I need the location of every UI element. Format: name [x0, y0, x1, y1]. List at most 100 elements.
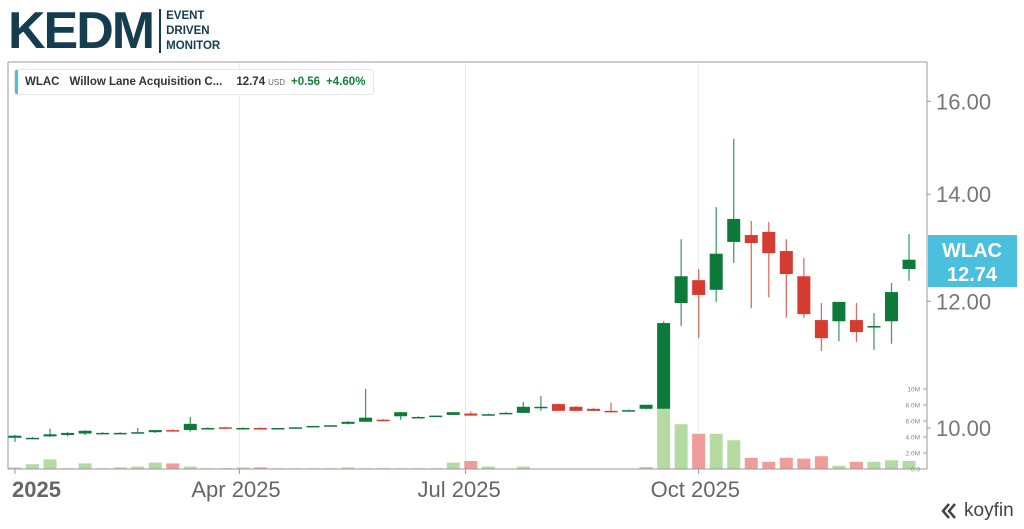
candle-body — [604, 410, 618, 413]
candle-body — [26, 437, 40, 440]
volume-bar — [131, 466, 145, 469]
last-price-tag-value: 12.74 — [947, 264, 998, 286]
volume-bar — [674, 424, 688, 469]
candle-body — [849, 320, 863, 333]
logo-tagline: EVENT DRIVEN MONITOR — [166, 9, 220, 54]
y-tick-label: 16.00 — [936, 89, 991, 114]
volume-tick-label: 0.0 — [911, 467, 920, 474]
volume-bar — [885, 460, 898, 469]
volume-bar — [8, 467, 22, 469]
candle-body — [306, 425, 320, 428]
candle-body — [148, 430, 162, 433]
candle-body — [779, 251, 793, 275]
candle-body — [429, 415, 443, 418]
logo-wordmark: KEDM — [8, 2, 155, 60]
candle-body — [797, 276, 811, 315]
legend-change: +0.56 — [290, 76, 321, 88]
legend-currency: USD — [268, 77, 285, 87]
volume-tick-label: 6.0M — [906, 419, 920, 426]
y-tick-label: 10.00 — [936, 416, 991, 441]
candle-body — [744, 235, 758, 243]
candle-body — [271, 428, 285, 430]
candle-body — [446, 412, 460, 415]
volume-tick-label: 4.0M — [906, 435, 920, 442]
candle-body — [201, 428, 215, 430]
volume-bar — [797, 458, 811, 469]
chart-legend[interactable]: WLAC Willow Lane Acquisition C... 12.74 … — [14, 69, 375, 95]
candle-body — [885, 292, 898, 322]
candle-body — [569, 406, 583, 411]
candle-body — [394, 412, 408, 417]
candle-body — [43, 434, 57, 437]
volume-bar — [516, 466, 530, 469]
volume-bar — [779, 457, 793, 469]
volume-tick-label: 2.0M — [906, 451, 920, 458]
candle-body — [867, 326, 881, 328]
y-tick-label: 14.00 — [936, 182, 991, 207]
volume-bar — [481, 466, 495, 469]
volume-bar — [657, 409, 671, 469]
candle-body — [78, 430, 92, 434]
candle-body — [464, 413, 478, 416]
volume-bar — [849, 461, 863, 469]
volume-bar — [43, 459, 57, 469]
candle-body — [516, 406, 530, 413]
candle-body — [376, 419, 390, 422]
candle-body — [236, 428, 250, 430]
logo-tagline-line: MONITOR — [166, 39, 221, 52]
logo-divider — [159, 9, 162, 53]
volume-bar — [253, 467, 267, 469]
volume-bar — [832, 465, 846, 469]
candle-body — [183, 423, 197, 431]
volume-bar — [867, 461, 881, 469]
candle-body — [288, 427, 302, 429]
candle-body — [218, 427, 232, 429]
candle-body — [586, 408, 600, 411]
logo-tagline-line: EVENT — [166, 9, 205, 22]
logo-tagline-line: DRIVEN — [166, 24, 210, 37]
candle-body — [902, 259, 916, 270]
volume-bar — [692, 433, 706, 469]
volume-bar — [26, 464, 40, 469]
x-tick-label: Oct 2025 — [651, 477, 740, 502]
volume-bar — [709, 433, 723, 469]
candle-body — [253, 428, 267, 430]
legend-price: 12.74 — [236, 76, 266, 88]
candle-body — [727, 218, 741, 242]
x-tick-label: 2025 — [12, 477, 61, 502]
volume-bar — [236, 467, 250, 469]
volume-bar — [814, 456, 828, 469]
y-tick-label: 12.00 — [936, 289, 991, 314]
candle-body — [341, 421, 355, 424]
koyfin-brand: koyfin — [940, 500, 1014, 522]
volume-bar — [744, 457, 758, 469]
volume-bar — [148, 462, 162, 469]
volume-bar — [446, 462, 460, 469]
candle-body — [832, 301, 846, 322]
candle-body — [551, 404, 565, 411]
legend-security-name: Willow Lane Acquisition C... — [69, 76, 223, 88]
legend-ticker: WLAC — [25, 76, 60, 88]
candle-body — [324, 425, 338, 427]
volume-bar — [113, 467, 127, 469]
volume-tick-label: 8.0M — [906, 403, 920, 410]
candle-body — [411, 416, 425, 419]
candle-body — [8, 435, 22, 438]
x-tick-label: Apr 2025 — [191, 477, 280, 502]
candle-body — [113, 432, 127, 435]
candle-body — [674, 276, 688, 304]
candle-body — [709, 253, 723, 290]
last-price-tag: WLAC 12.74 — [928, 235, 1017, 287]
candle-body — [359, 417, 373, 422]
volume-bar — [902, 461, 916, 469]
last-price-tag-bg — [928, 235, 1017, 287]
kedm-logo: KEDM EVENT DRIVEN MONITOR — [8, 2, 220, 60]
candle-body — [814, 320, 828, 339]
volume-bar — [727, 440, 741, 469]
volume-bar — [183, 466, 197, 469]
volume-bar — [341, 467, 355, 469]
koyfin-wordmark: koyfin — [964, 500, 1014, 521]
candle-body — [692, 280, 706, 295]
candle-body — [534, 406, 548, 409]
